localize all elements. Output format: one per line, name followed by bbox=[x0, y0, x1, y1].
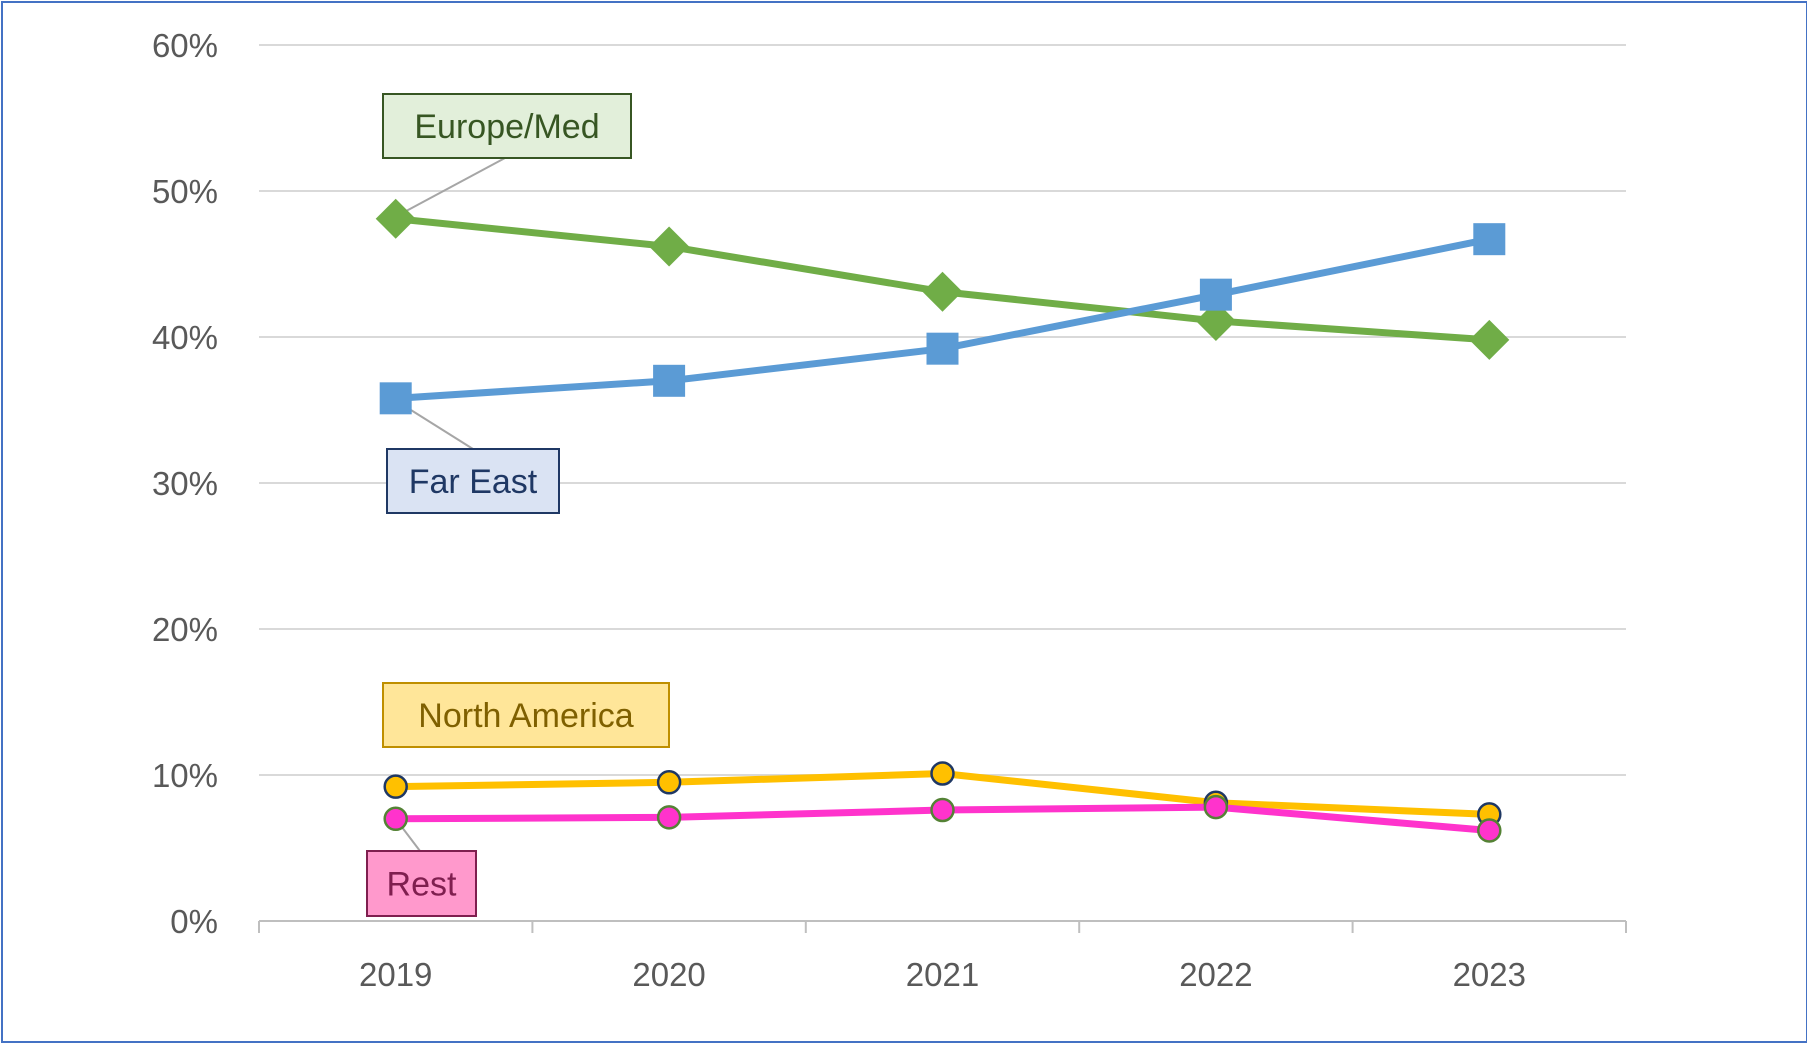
series-labels: Europe/Med Far East North America Rest bbox=[366, 93, 670, 917]
marker-rest bbox=[1203, 794, 1229, 820]
x-tick-label: 2019 bbox=[359, 956, 432, 993]
x-tick-label: 2021 bbox=[906, 956, 979, 993]
y-tick-label: 60% bbox=[152, 27, 218, 64]
x-tick-label: 2022 bbox=[1179, 956, 1252, 993]
label-box-north-america bbox=[382, 682, 670, 748]
y-tick-label: 10% bbox=[152, 757, 218, 794]
marker-far-east bbox=[1473, 223, 1506, 256]
series-label-north-america: North America bbox=[418, 697, 633, 735]
marker-far-east bbox=[1199, 278, 1232, 311]
y-tick-label: 0% bbox=[170, 903, 218, 940]
marker-europe-med bbox=[649, 226, 690, 267]
y-tick-label: 20% bbox=[152, 611, 218, 648]
label-box-rest bbox=[366, 850, 477, 917]
label-box-europe-med bbox=[382, 93, 632, 159]
marker-europe-med bbox=[922, 271, 963, 312]
marker-far-east bbox=[926, 332, 959, 365]
marker-europe-med bbox=[375, 198, 416, 239]
marker-rest bbox=[1477, 818, 1502, 843]
series-label-rest: Rest bbox=[387, 866, 457, 904]
label-box-far-east bbox=[386, 448, 560, 514]
marker-europe-med bbox=[1469, 319, 1510, 360]
series-line-far-east bbox=[392, 235, 1493, 402]
y-axis-tick-labels: 0% 10% 20% 30% 40% 50% 60% bbox=[152, 27, 218, 940]
marker-north-america bbox=[930, 761, 955, 786]
marker-rest bbox=[383, 806, 408, 832]
marker-europe-med bbox=[1195, 300, 1236, 341]
x-tick-label: 2020 bbox=[632, 956, 705, 993]
marker-far-east bbox=[379, 382, 412, 415]
x-axis-tick-labels: 2019 2020 2021 2022 2023 bbox=[359, 956, 1526, 993]
x-tick-label: 2023 bbox=[1453, 956, 1526, 993]
y-tick-label: 30% bbox=[152, 465, 218, 502]
marker-north-america bbox=[383, 774, 408, 799]
x-axis bbox=[258, 920, 1627, 933]
marker-rest bbox=[930, 797, 955, 823]
y-tick-label: 40% bbox=[152, 319, 218, 356]
marker-rest bbox=[656, 805, 682, 830]
leader-line-europe-med bbox=[394, 157, 506, 218]
marker-north-america bbox=[656, 770, 682, 795]
marker-far-east bbox=[653, 364, 686, 397]
y-tick-label: 50% bbox=[152, 173, 218, 210]
series-label-far-east: Far East bbox=[409, 463, 538, 501]
series-markers bbox=[375, 198, 1510, 843]
series-label-europe-med: Europe/Med bbox=[414, 108, 599, 146]
